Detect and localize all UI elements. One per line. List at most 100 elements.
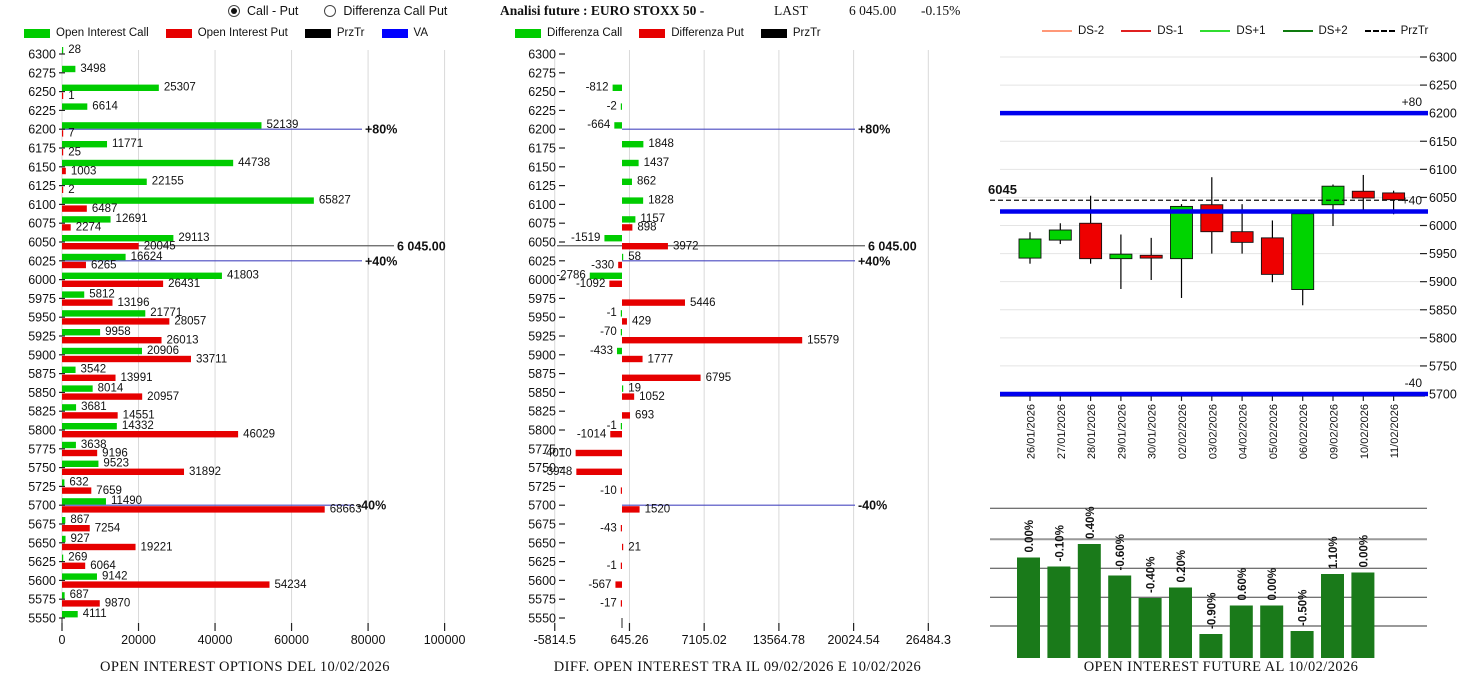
svg-text:6175: 6175 bbox=[28, 142, 56, 156]
svg-text:6100: 6100 bbox=[528, 198, 556, 212]
svg-text:20957: 20957 bbox=[147, 391, 179, 403]
svg-text:862: 862 bbox=[637, 176, 656, 188]
future-oi-labels: 0.00% -0.10% 0.40% -0.60% -0.40% 0.20% -0.90% 0… bbox=[1024, 506, 1370, 629]
svg-text:6200: 6200 bbox=[1429, 107, 1457, 121]
svg-text:5875: 5875 bbox=[28, 367, 56, 381]
svg-text:6100: 6100 bbox=[1429, 163, 1457, 177]
svg-text:3638: 3638 bbox=[81, 439, 107, 451]
svg-text:-1: -1 bbox=[607, 307, 617, 319]
marker-labels: +80% 6 045.00+40% -40% bbox=[357, 123, 446, 513]
svg-text:6275: 6275 bbox=[528, 66, 556, 80]
svg-text:44738: 44738 bbox=[238, 157, 270, 169]
future-oi-bars bbox=[1017, 544, 1375, 658]
svg-text:5875: 5875 bbox=[528, 367, 556, 381]
svg-text:0.40%: 0.40% bbox=[1085, 506, 1097, 539]
svg-text:6487: 6487 bbox=[92, 203, 118, 215]
candles bbox=[1018, 174, 1406, 306]
svg-text:7254: 7254 bbox=[95, 523, 121, 535]
svg-text:54234: 54234 bbox=[274, 579, 307, 591]
last-label: LAST bbox=[774, 3, 808, 18]
ds-minus2-legend-label: DS-2 bbox=[1078, 25, 1105, 37]
svg-text:6275: 6275 bbox=[28, 66, 56, 80]
svg-text:-1: -1 bbox=[607, 420, 617, 432]
svg-text:5850: 5850 bbox=[1429, 303, 1457, 317]
future-chart-caption: OPEN INTEREST FUTURE AL 10/02/2026 bbox=[1083, 659, 1359, 675]
svg-text:6000: 6000 bbox=[28, 273, 56, 287]
radio-call-put[interactable]: Call - Put bbox=[228, 4, 298, 18]
chart-mode-selector: Call - Put Differenza Call Put bbox=[228, 4, 447, 18]
radio-call-put-label: Call - Put bbox=[247, 4, 299, 18]
svg-text:5550: 5550 bbox=[28, 612, 56, 626]
svg-text:11771: 11771 bbox=[112, 138, 143, 150]
svg-text:8014: 8014 bbox=[98, 382, 124, 394]
svg-text:5725: 5725 bbox=[28, 480, 56, 494]
svg-text:-40: -40 bbox=[1405, 376, 1423, 390]
svg-text:20045: 20045 bbox=[144, 241, 176, 253]
diff-chart-caption: DIFF. OPEN INTEREST TRA IL 09/02/2026 E … bbox=[553, 659, 922, 675]
svg-text:13564.78: 13564.78 bbox=[753, 633, 805, 647]
diff-call-legend-label: Differenza Call bbox=[547, 27, 623, 39]
svg-text:1052: 1052 bbox=[639, 391, 665, 403]
svg-text:+80%: +80% bbox=[365, 123, 397, 137]
svg-text:5775: 5775 bbox=[528, 442, 556, 456]
svg-text:9196: 9196 bbox=[102, 447, 128, 459]
svg-text:80000: 80000 bbox=[351, 633, 386, 647]
prztr-legend-label: PrzTr bbox=[336, 27, 365, 39]
svg-text:11/02/2026: 11/02/2026 bbox=[1389, 404, 1401, 458]
svg-text:5950: 5950 bbox=[1429, 247, 1457, 261]
diff-prztr-legend-swatch bbox=[760, 28, 787, 38]
svg-text:13196: 13196 bbox=[117, 297, 149, 309]
svg-text:-10: -10 bbox=[600, 485, 617, 497]
ds-minus1-legend-line bbox=[1121, 30, 1152, 32]
svg-text:1848: 1848 bbox=[648, 138, 674, 150]
svg-text:25: 25 bbox=[68, 147, 81, 159]
radio-call-put-icon[interactable] bbox=[228, 5, 240, 17]
svg-text:+80: +80 bbox=[1402, 95, 1423, 109]
svg-text:65827: 65827 bbox=[319, 194, 351, 206]
svg-text:33711: 33711 bbox=[196, 353, 227, 365]
svg-text:13991: 13991 bbox=[121, 372, 153, 384]
svg-text:12691: 12691 bbox=[116, 213, 148, 225]
options-legend: Open Interest Call Open Interest Put Prz… bbox=[24, 27, 445, 39]
svg-text:5900: 5900 bbox=[1429, 275, 1457, 289]
svg-text:5950: 5950 bbox=[28, 311, 56, 325]
svg-text:31892: 31892 bbox=[189, 466, 221, 478]
svg-text:21: 21 bbox=[628, 541, 641, 553]
marker-labels: +80% 6 045.00+40% -40% bbox=[858, 123, 917, 513]
svg-text:632: 632 bbox=[69, 476, 88, 488]
options-oi-chart: 2834982530716614521397117712544738100322… bbox=[28, 44, 466, 647]
svg-text:-0.90%: -0.90% bbox=[1206, 593, 1218, 629]
svg-text:5975: 5975 bbox=[528, 292, 556, 306]
svg-text:6000: 6000 bbox=[528, 273, 556, 287]
svg-text:28: 28 bbox=[68, 44, 81, 56]
svg-text:3498: 3498 bbox=[80, 63, 106, 75]
svg-text:+40: +40 bbox=[1402, 193, 1423, 207]
svg-text:+40%: +40% bbox=[858, 254, 890, 268]
svg-text:6050: 6050 bbox=[1429, 191, 1457, 205]
svg-text:5650: 5650 bbox=[28, 536, 56, 550]
svg-text:3972: 3972 bbox=[673, 241, 699, 253]
radio-differenza-icon[interactable] bbox=[324, 5, 337, 17]
svg-text:9870: 9870 bbox=[105, 598, 131, 610]
svg-text:6250: 6250 bbox=[28, 85, 56, 99]
svg-text:100000: 100000 bbox=[424, 633, 466, 647]
svg-text:09/02/2026: 09/02/2026 bbox=[1329, 404, 1341, 459]
radio-differenza-call-put[interactable]: Differenza Call Put bbox=[324, 4, 447, 18]
svg-text:-40%: -40% bbox=[858, 499, 887, 513]
svg-text:6075: 6075 bbox=[28, 217, 56, 231]
svg-text:5825: 5825 bbox=[528, 405, 556, 419]
svg-text:5446: 5446 bbox=[690, 297, 716, 309]
bar-value-labels: 2834982530716614521397117712544738100322… bbox=[68, 44, 361, 620]
svg-text:6064: 6064 bbox=[90, 560, 116, 572]
svg-text:5625: 5625 bbox=[28, 555, 56, 569]
svg-text:-43: -43 bbox=[600, 523, 617, 535]
ds-plus2-legend-line bbox=[1282, 30, 1313, 32]
svg-text:6300: 6300 bbox=[28, 48, 56, 62]
svg-text:645.26: 645.26 bbox=[610, 633, 648, 647]
svg-text:5700: 5700 bbox=[28, 499, 56, 513]
diff-put-legend-swatch bbox=[639, 28, 666, 38]
svg-text:-433: -433 bbox=[590, 345, 613, 357]
svg-text:5850: 5850 bbox=[528, 386, 556, 400]
